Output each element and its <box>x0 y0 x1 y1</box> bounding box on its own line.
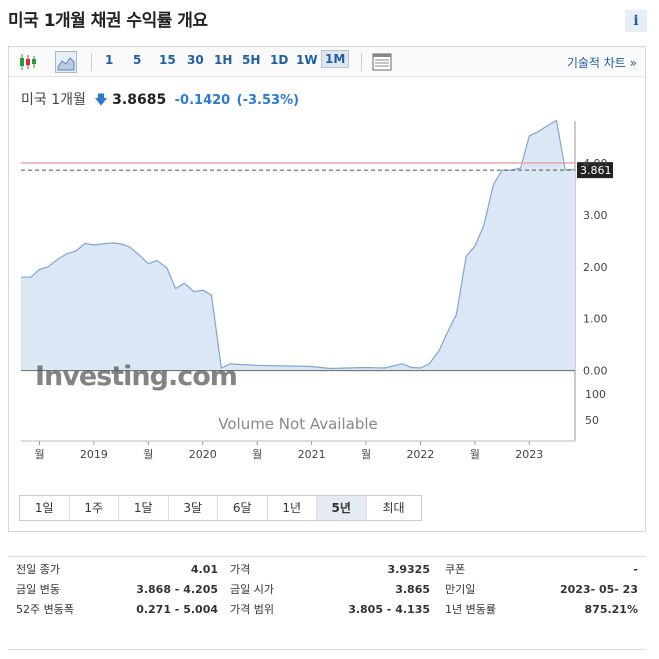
volume-tick-label: 100 <box>585 388 606 401</box>
stat-value: 875.21% <box>584 603 638 616</box>
table-icon[interactable] <box>371 51 393 73</box>
y-tick-label: 2.00 <box>583 261 608 274</box>
stat-coupon: 쿠폰 - <box>445 560 638 580</box>
range-tab-6m[interactable]: 6달 <box>218 496 268 520</box>
y-tick-label: 4.00 <box>583 157 608 170</box>
stat-label: 가격 <box>230 563 251 576</box>
range-tab-1d[interactable]: 1일 <box>20 496 70 520</box>
stat-label: 쿠폰 <box>445 563 466 576</box>
period-5h[interactable]: 5H <box>242 53 261 67</box>
page-title: 미국 1개월 채권 수익률 개요 <box>8 11 208 31</box>
candlestick-chart-icon[interactable] <box>17 51 39 73</box>
stat-value: 0.271 - 5.004 <box>136 603 218 616</box>
stat-label: 만기일 <box>445 583 476 596</box>
stat-label: 금일 시가 <box>230 583 274 596</box>
stat-value: 3.805 - 4.135 <box>348 603 430 616</box>
toolbar-divider <box>361 53 362 71</box>
range-tab-max[interactable]: 최대 <box>382 501 405 515</box>
price-change-pct: (-3.53%) <box>236 93 300 108</box>
stats-table: 전일 종가 4.01 금일 변동 3.868 - 4.205 52주 변동폭 0… <box>8 556 646 650</box>
range-tab-1y[interactable]: 1년 <box>268 496 317 520</box>
stat-label: 1년 변동률 <box>445 603 496 616</box>
y-tick-label: 0.00 <box>583 365 608 378</box>
area-chart-icon[interactable] <box>55 51 77 73</box>
stat-52w-range: 52주 변동폭 0.271 - 5.004 <box>16 600 218 620</box>
series-line <box>21 119 575 370</box>
stat-value: 3.865 <box>395 583 430 596</box>
x-tick-label: 월 <box>34 448 44 461</box>
range-tabs: 1일 1주 1달 3달 6달 1년 5년 최대 <box>19 495 422 521</box>
stat-value: 2023- 05- 23 <box>559 583 638 596</box>
tech-chart-link[interactable]: 기술적 차트 » <box>566 56 637 70</box>
stat-price: 가격 3.9325 <box>230 560 430 580</box>
stat-price-range: 가격 범위 3.805 - 4.135 <box>230 600 430 620</box>
x-tick-label: 2020 <box>189 448 217 461</box>
stat-value: 3.868 - 4.205 <box>136 583 218 596</box>
stat-open: 금일 시가 3.865 <box>230 580 430 600</box>
current-value-label: 3.861 <box>580 164 612 177</box>
x-tick-label: 2021 <box>298 448 326 461</box>
range-tab-1w[interactable]: 1주 <box>70 496 119 520</box>
stat-label: 금일 변동 <box>16 583 60 596</box>
period-1d[interactable]: 1D <box>270 53 289 67</box>
period-5[interactable]: 5 <box>133 53 142 67</box>
toolbar-divider <box>91 53 92 71</box>
x-tick-label: 월 <box>470 448 480 461</box>
instrument-name: 미국 1개월 <box>21 92 86 108</box>
volume-note: Volume Not Available <box>218 415 378 433</box>
x-tick-label: 2022 <box>406 448 434 461</box>
stat-maturity: 만기일 2023- 05- 23 <box>445 580 638 600</box>
range-tab-1m[interactable]: 1달 <box>119 496 169 520</box>
stat-value: 3.9325 <box>387 563 430 576</box>
volume-tick-label: 50 <box>585 414 599 427</box>
stat-label: 가격 범위 <box>230 603 274 616</box>
quote-summary: 미국 1개월 🡇 3.8685 -0.1420 (-3.53%) <box>21 89 299 113</box>
x-tick-label: 2019 <box>80 448 108 461</box>
period-1[interactable]: 1 <box>105 53 114 67</box>
x-tick-label: 월 <box>143 448 153 461</box>
period-1h[interactable]: 1H <box>214 53 233 67</box>
last-price: 3.8685 <box>112 92 167 108</box>
y-tick-label: 1.00 <box>583 313 608 326</box>
range-tab-5y[interactable]: 5년 <box>317 496 367 520</box>
down-arrow-icon: 🡇 <box>94 93 108 108</box>
current-value-badge <box>577 162 613 179</box>
info-icon[interactable]: i <box>625 10 647 32</box>
stat-day-range: 금일 변동 3.868 - 4.205 <box>16 580 218 600</box>
price-change: -0.1420 <box>174 93 231 108</box>
range-tab-3m[interactable]: 3달 <box>169 496 218 520</box>
stat-value: 4.01 <box>190 563 218 576</box>
y-tick-label: 3.00 <box>583 209 608 222</box>
x-tick-label: 2023 <box>515 448 543 461</box>
stat-value: - <box>633 563 638 576</box>
chart-panel: 1 5 15 30 1H 5H 1D 1W 1M 기술적 차트 » 미국 1개월… <box>8 46 646 532</box>
period-1m[interactable]: 1M <box>321 50 350 68</box>
period-1w[interactable]: 1W <box>296 53 318 67</box>
x-tick-label: 월 <box>252 448 262 461</box>
chart-toolbar: 1 5 15 30 1H 5H 1D 1W 1M 기술적 차트 » <box>9 47 645 77</box>
period-15[interactable]: 15 <box>159 53 176 67</box>
stat-label: 전일 종가 <box>16 563 60 576</box>
period-30[interactable]: 30 <box>187 53 204 67</box>
stat-1y-change: 1년 변동률 875.21% <box>445 600 638 620</box>
stat-prev-close: 전일 종가 4.01 <box>16 560 218 580</box>
series-area <box>21 120 575 371</box>
investing-watermark: Investing.com <box>35 361 237 392</box>
x-tick-label: 월 <box>361 448 371 461</box>
stat-label: 52주 변동폭 <box>16 603 74 616</box>
